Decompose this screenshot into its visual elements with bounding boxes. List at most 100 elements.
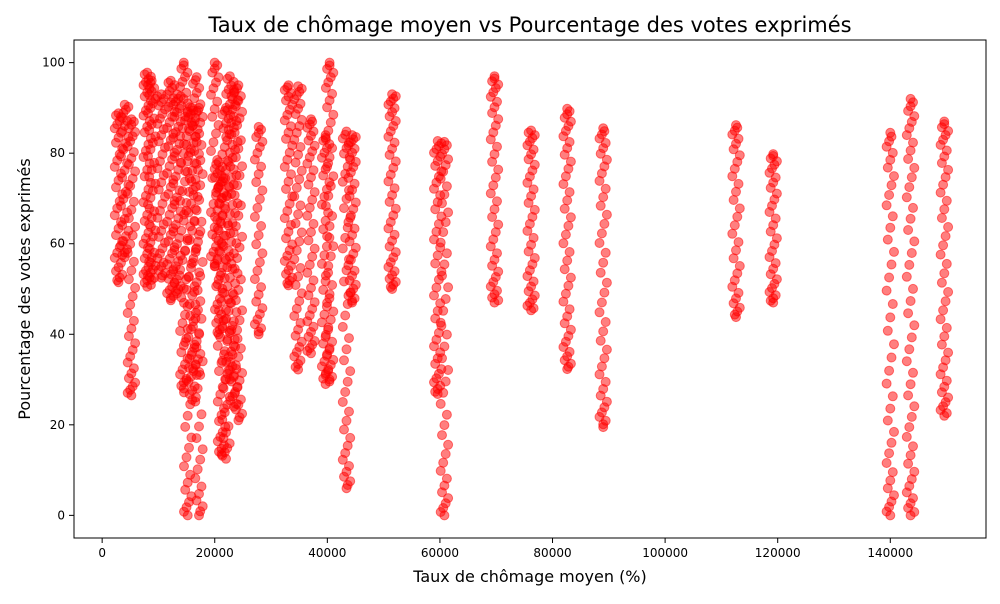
scatter-point	[887, 211, 898, 222]
scatter-point	[935, 249, 946, 260]
scatter-point	[208, 137, 219, 148]
scatter-point	[440, 449, 451, 459]
scatter-point	[256, 221, 267, 231]
scatter-point	[906, 411, 917, 422]
scatter-point	[906, 332, 917, 343]
scatter-point	[887, 467, 898, 478]
scatter-point	[122, 308, 133, 318]
scatter-point	[146, 75, 157, 86]
scatter-point	[294, 174, 305, 185]
scatter-point	[195, 454, 206, 465]
scatter-point	[908, 493, 918, 504]
scatter-point	[295, 200, 306, 211]
scatter-point	[389, 137, 400, 148]
scatter-point	[439, 136, 450, 147]
scatter-point	[440, 376, 451, 387]
scatter-point	[563, 280, 574, 291]
scatter-point	[886, 437, 897, 448]
scatter-point	[303, 235, 314, 246]
scatter-point	[175, 264, 186, 275]
scatter-point	[885, 222, 896, 233]
scatter-point	[884, 190, 895, 200]
scatter-point	[903, 390, 914, 401]
x-tick-label: 140000	[867, 546, 913, 560]
scatter-point	[905, 213, 916, 224]
scatter-point	[884, 365, 895, 376]
scatter-point	[564, 137, 575, 147]
scatter-point	[178, 57, 189, 68]
scatter-point	[341, 344, 352, 355]
scatter-point	[234, 315, 245, 326]
scatter-point	[188, 184, 198, 195]
y-tick-label: 0	[57, 508, 65, 522]
scatter-point	[309, 243, 320, 254]
x-tick-label: 60000	[421, 546, 459, 560]
scatter-point	[349, 265, 360, 276]
scatter-point	[565, 156, 576, 167]
scatter-point	[563, 220, 574, 231]
scatter-point	[165, 75, 176, 86]
scatter-point	[733, 237, 744, 248]
scatter-point	[565, 324, 576, 335]
scatter-point	[884, 448, 895, 459]
scatter-point	[938, 240, 949, 251]
scatter-point	[293, 271, 304, 282]
scatter-point	[325, 181, 336, 191]
scatter-point	[493, 164, 504, 175]
scatter-point	[598, 257, 609, 268]
scatter-point	[493, 266, 504, 277]
scatter-point	[190, 299, 201, 310]
scatter-point	[732, 211, 743, 222]
scatter-point	[889, 426, 899, 437]
y-axis-label: Pourcentage des votes exprimés	[15, 158, 34, 419]
scatter-point	[881, 200, 892, 211]
scatter-point	[128, 315, 139, 326]
scatter-point	[435, 317, 446, 328]
scatter-point	[728, 195, 739, 205]
scatter-point	[344, 406, 354, 417]
scatter-point	[886, 259, 897, 270]
scatter-point	[889, 490, 899, 501]
scatter-point	[438, 305, 449, 316]
scatter-point	[390, 203, 401, 214]
scatter-point	[941, 145, 952, 156]
scatter-point	[344, 461, 354, 471]
scatter-point	[595, 200, 606, 211]
scatter-point	[295, 263, 306, 273]
scatter-point	[234, 242, 245, 253]
scatter-point	[905, 93, 916, 104]
scatter-point	[886, 180, 897, 191]
scatter-point	[126, 114, 137, 125]
scatter-point	[905, 296, 916, 306]
scatter-point	[347, 130, 358, 141]
scatter-point	[594, 238, 605, 248]
scatter-point	[882, 234, 893, 245]
scatter-point	[197, 257, 208, 267]
scatter-point	[943, 347, 954, 358]
scatter-point	[184, 442, 194, 453]
scatter-point	[327, 336, 338, 347]
scatter-point	[936, 339, 947, 350]
scatter-point	[304, 259, 315, 270]
scatter-point	[935, 314, 946, 325]
scatter-point	[560, 229, 571, 240]
scatter-point	[596, 361, 607, 372]
scatter-point	[349, 223, 360, 234]
scatter-point	[489, 71, 500, 82]
chart-title: Taux de chômage moyen vs Pourcentage des…	[207, 13, 851, 37]
scatter-point	[194, 149, 204, 159]
scatter-point	[564, 187, 575, 198]
scatter-point	[598, 326, 609, 337]
scatter-point	[191, 72, 202, 83]
scatter-point	[293, 209, 304, 220]
scatter-point	[882, 325, 893, 336]
scatter-point	[601, 209, 612, 220]
scatter-point	[337, 397, 348, 407]
scatter-point	[235, 343, 246, 354]
scatter-point	[727, 228, 738, 239]
scatter-point	[190, 204, 201, 214]
scatter-point	[125, 239, 136, 250]
scatter-point	[599, 287, 610, 298]
scatter-point	[290, 218, 301, 229]
